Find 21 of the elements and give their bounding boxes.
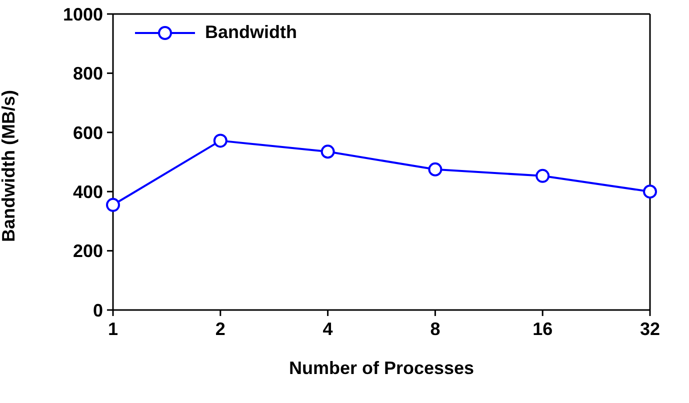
point (428, 162, 442, 176)
x-tick-label: 8 (430, 318, 440, 339)
legend-label: Bandwidth (205, 22, 297, 43)
y-tick-label: 400 (72, 182, 103, 202)
point (213, 134, 228, 148)
x-tick-label: 1 (108, 318, 118, 339)
x-tick-label: 16 (532, 318, 553, 339)
point (536, 168, 550, 183)
y-axis-title: Bandwidth (MB/s) (0, 90, 18, 242)
x-tick-label: 32 (640, 318, 660, 339)
y-tick-label: 200 (72, 241, 103, 262)
point (643, 184, 657, 199)
x-axis-title: Number of Processes (288, 358, 474, 378)
y-tick-label: 1000 (62, 4, 103, 24)
x-tick-label: 4 (322, 318, 333, 339)
y-tick-label: 600 (72, 122, 103, 143)
x-tick-label: 2 (215, 318, 226, 339)
point (320, 144, 335, 159)
point (106, 198, 120, 212)
y-tick-label: 0 (92, 300, 103, 320)
y-tick-label: 800 (72, 64, 103, 84)
